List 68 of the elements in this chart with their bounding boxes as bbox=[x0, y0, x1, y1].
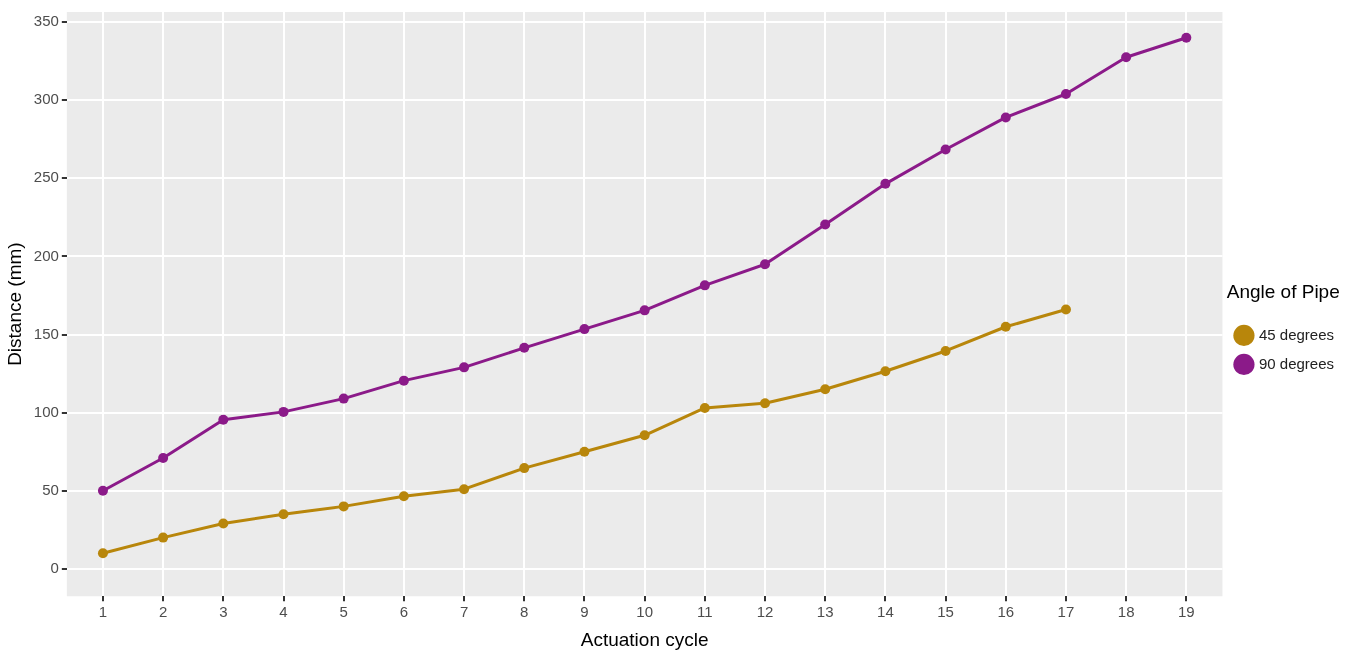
point bbox=[519, 342, 530, 353]
point bbox=[519, 463, 530, 474]
y-tick-label: 350 bbox=[33, 12, 59, 30]
x-tick-label: 2 bbox=[158, 603, 168, 621]
x-tick-label: 7 bbox=[459, 603, 469, 621]
y-tick-label: 250 bbox=[33, 168, 59, 186]
point bbox=[760, 259, 771, 270]
point bbox=[940, 144, 951, 155]
y-tick-label: 200 bbox=[33, 246, 59, 264]
point bbox=[459, 362, 470, 373]
point bbox=[278, 509, 289, 520]
point bbox=[940, 345, 951, 356]
x-tick-label: 16 bbox=[997, 603, 1015, 621]
point bbox=[880, 178, 891, 189]
x-tick-label: 15 bbox=[937, 603, 954, 621]
x-tick-label: 19 bbox=[1177, 603, 1195, 621]
point bbox=[459, 484, 470, 495]
point bbox=[1000, 112, 1011, 123]
point bbox=[398, 375, 409, 386]
legend-label: 90 degrees bbox=[1258, 354, 1334, 372]
x-tick-label: 5 bbox=[339, 603, 348, 621]
point bbox=[1121, 52, 1132, 63]
y-axis-title: Distance (mm) bbox=[3, 242, 25, 366]
point bbox=[1060, 304, 1071, 315]
x-tick-label: 8 bbox=[520, 603, 529, 621]
legend-title: Angle of Pipe bbox=[1226, 280, 1340, 302]
x-tick-label: 1 bbox=[98, 603, 108, 621]
y-tick-label: 50 bbox=[42, 480, 59, 498]
point bbox=[338, 393, 349, 404]
x-tick-label: 6 bbox=[399, 603, 409, 621]
point bbox=[699, 280, 710, 291]
x-tick-label: 12 bbox=[756, 603, 774, 621]
y-tick-label: 0 bbox=[50, 559, 59, 577]
x-tick-label: 13 bbox=[816, 603, 834, 621]
point bbox=[97, 548, 108, 559]
point bbox=[760, 398, 771, 409]
x-tick-label: 4 bbox=[279, 603, 288, 621]
point bbox=[1060, 89, 1071, 100]
point bbox=[579, 446, 590, 457]
point bbox=[880, 366, 891, 377]
point bbox=[1000, 321, 1011, 332]
x-tick-label: 9 bbox=[580, 603, 589, 621]
x-tick-label: 17 bbox=[1057, 603, 1075, 621]
point bbox=[278, 406, 289, 417]
y-tick-label: 300 bbox=[33, 90, 59, 108]
point bbox=[820, 384, 831, 395]
point bbox=[218, 518, 229, 529]
point bbox=[639, 305, 650, 316]
point bbox=[158, 452, 169, 463]
x-tick-label: 18 bbox=[1117, 603, 1135, 621]
point bbox=[820, 219, 831, 230]
x-tick-label: 14 bbox=[877, 603, 894, 621]
x-tick-label: 3 bbox=[219, 603, 228, 621]
point bbox=[218, 414, 229, 425]
y-tick-label: 100 bbox=[33, 402, 59, 420]
x-tick-label: 10 bbox=[636, 603, 653, 621]
point bbox=[97, 485, 108, 496]
point bbox=[699, 402, 710, 413]
point bbox=[158, 532, 169, 543]
x-axis-title: Actuation cycle bbox=[580, 628, 709, 650]
point bbox=[398, 491, 409, 502]
point bbox=[579, 324, 590, 335]
point bbox=[338, 501, 349, 512]
point bbox=[1181, 32, 1192, 43]
legend-label: 45 degrees bbox=[1258, 325, 1334, 343]
x-tick-label: 11 bbox=[697, 603, 713, 621]
point bbox=[639, 430, 650, 441]
y-tick-label: 150 bbox=[33, 324, 59, 342]
